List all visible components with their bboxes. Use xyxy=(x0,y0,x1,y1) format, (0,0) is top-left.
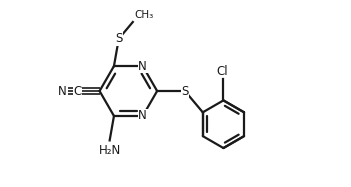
Text: H₂N: H₂N xyxy=(99,144,121,157)
Text: C: C xyxy=(74,85,82,97)
Text: N: N xyxy=(138,109,147,122)
Text: N: N xyxy=(58,85,67,97)
Text: CH₃: CH₃ xyxy=(135,10,154,20)
Text: S: S xyxy=(115,32,122,45)
Text: Cl: Cl xyxy=(217,65,228,78)
Text: S: S xyxy=(181,85,188,97)
Text: N: N xyxy=(138,60,147,73)
